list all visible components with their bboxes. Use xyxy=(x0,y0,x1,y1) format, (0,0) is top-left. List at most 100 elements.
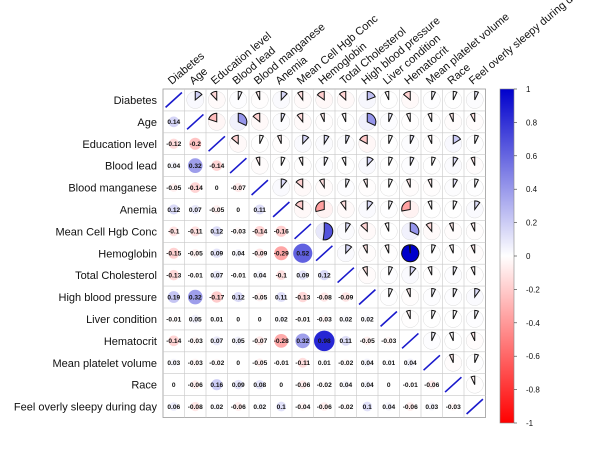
pie-wedge-mark xyxy=(452,178,459,188)
correlation-disc xyxy=(341,358,350,367)
pie-wedge-mark xyxy=(474,287,481,299)
column-label-feel-overly-sleepy-during-day: Feel overly sleepy during day xyxy=(467,0,585,87)
diagonal-line-mark xyxy=(423,354,441,371)
correlation-disc xyxy=(297,291,308,303)
correlation-value-label: 0.04 xyxy=(361,360,374,367)
pie-wedge-mark xyxy=(409,222,420,236)
correlation-disc xyxy=(427,380,437,390)
pie-wedge-mark xyxy=(470,375,476,385)
color-bar xyxy=(499,88,515,424)
correlation-value-label: 0.19 xyxy=(167,294,180,301)
correlation-disc xyxy=(190,401,200,412)
pie-wedge-mark xyxy=(405,309,411,320)
pie-wedge-mark xyxy=(298,156,304,166)
pie-wedge-mark xyxy=(452,266,458,276)
row-label-age: Age xyxy=(137,117,157,129)
correlation-disc xyxy=(320,314,329,324)
pie-wedge-mark xyxy=(315,200,325,213)
correlation-disc xyxy=(254,248,265,259)
correlation-value-label: -0.06 xyxy=(231,404,246,411)
correlation-disc xyxy=(190,314,200,324)
diagonal-line-mark xyxy=(401,332,419,349)
correlation-value-label: 0.03 xyxy=(425,404,438,411)
pie-wedge-mark xyxy=(280,112,286,123)
correlation-value-label: 0.02 xyxy=(210,404,223,411)
correlation-value-label: -0.05 xyxy=(209,207,224,214)
correlation-value-label: 0.02 xyxy=(361,316,374,323)
pie-wedge-mark xyxy=(402,90,411,102)
pie-wedge-mark xyxy=(297,90,304,102)
pie-wedge-mark xyxy=(341,112,347,123)
correlation-value-label: -0.13 xyxy=(295,294,310,301)
correlation-value-label: 0.04 xyxy=(382,404,395,411)
correlation-disc xyxy=(341,314,350,323)
correlation-value-label: -0.1 xyxy=(168,229,180,236)
correlation-disc xyxy=(363,380,372,389)
correlation-value-label: 0.02 xyxy=(253,404,266,411)
diagonal-line-mark xyxy=(466,398,484,415)
correlation-value-label: -0.28 xyxy=(274,338,289,345)
pie-wedge-mark xyxy=(366,90,376,101)
correlation-disc xyxy=(168,335,180,347)
correlation-value-label: -0.05 xyxy=(252,294,267,301)
correlation-value-label: 0.1 xyxy=(363,404,372,411)
correlation-value-label: 0.12 xyxy=(232,294,245,301)
correlation-value-label: 0.11 xyxy=(340,338,353,345)
row-label-mean-cell-hgb-conc: Mean Cell Hgb Conc xyxy=(56,226,158,238)
correlation-value-label: 0.16 xyxy=(210,382,223,389)
pie-wedge-mark xyxy=(294,200,304,211)
correlation-value-label: -0.06 xyxy=(317,404,332,411)
correlation-disc xyxy=(255,358,265,368)
correlation-disc xyxy=(233,336,243,346)
color-bar-tick-label: 1 xyxy=(526,85,531,94)
correlation-disc xyxy=(319,292,329,302)
pie-wedge-mark xyxy=(388,112,394,123)
pie-wedge-mark xyxy=(322,222,334,241)
pie-wedge-mark xyxy=(470,156,476,166)
color-bar-tick-label: 0.2 xyxy=(526,219,538,228)
pie-wedge-mark xyxy=(340,200,347,211)
correlation-disc xyxy=(168,204,179,215)
correlation-value-label: 0.32 xyxy=(296,338,309,345)
correlation-value-label: -0.09 xyxy=(338,294,353,301)
pie-wedge-mark xyxy=(341,156,347,166)
correlation-value-label: 0 xyxy=(387,382,391,389)
pie-wedge-mark xyxy=(316,90,325,101)
correlation-disc xyxy=(233,291,244,303)
correlation-disc xyxy=(212,205,222,214)
pie-wedge-mark xyxy=(366,112,377,127)
correlation-value-label: 0.07 xyxy=(210,338,223,345)
correlation-value-label: -0.03 xyxy=(446,404,461,411)
correlation-value-label: -0.12 xyxy=(166,141,181,148)
correlation-disc xyxy=(449,402,458,411)
diagonal-line-mark xyxy=(208,135,226,152)
correlation-value-label: -0.07 xyxy=(231,185,246,192)
correlation-disc xyxy=(234,249,243,258)
diagonal-line-mark xyxy=(358,289,376,306)
diagonal-line-mark xyxy=(380,310,398,327)
pie-wedge-mark xyxy=(362,244,368,254)
correlation-disc xyxy=(274,246,289,261)
pie-wedge-mark xyxy=(409,156,415,166)
correlation-disc xyxy=(212,183,221,192)
pie-wedge-mark xyxy=(237,90,243,101)
correlation-disc xyxy=(341,402,350,411)
correlation-disc xyxy=(277,380,286,389)
pie-wedge-mark xyxy=(448,112,454,123)
correlation-value-label: 0.04 xyxy=(361,382,374,389)
pie-wedge-mark xyxy=(388,200,394,210)
correlation-value-label: -0.06 xyxy=(188,382,203,389)
correlation-disc xyxy=(233,379,244,390)
pie-wedge-mark xyxy=(318,178,325,190)
correlation-disc xyxy=(255,315,264,323)
correlation-value-label: 0.02 xyxy=(275,316,288,323)
correlation-disc xyxy=(212,336,222,346)
correlation-value-label: 0.14 xyxy=(167,119,180,126)
pie-wedge-mark xyxy=(474,353,480,363)
correlation-disc xyxy=(254,204,265,215)
pie-wedge-mark xyxy=(474,90,480,101)
correlation-value-label: 0.09 xyxy=(296,272,309,279)
correlation-disc xyxy=(297,357,308,368)
